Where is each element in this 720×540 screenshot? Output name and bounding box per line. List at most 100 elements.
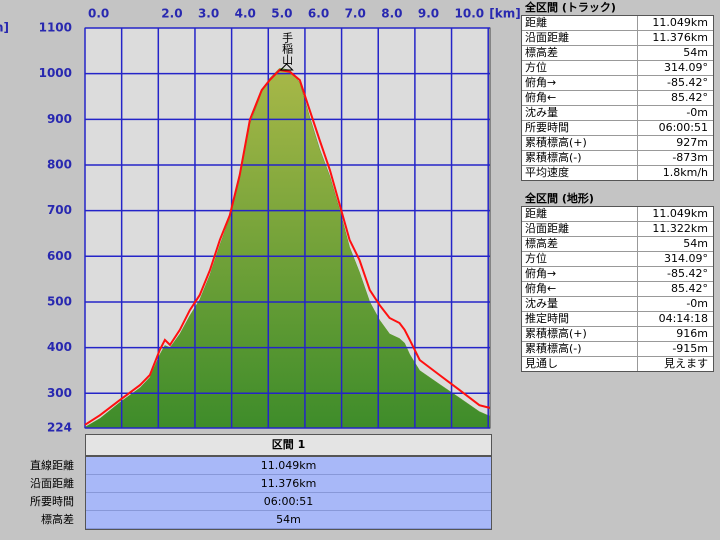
section-title: 区間 1 [85,434,492,456]
section-label: 沿面距離 [30,477,74,490]
table-row: 沿面距離 11.322km [522,222,713,237]
table-row: 推定時間 04:14:18 [522,312,713,327]
row-label: 累積標高(+) [522,136,638,150]
row-label: 方位 [522,252,638,266]
row-label: 俯角→ [522,267,638,281]
row-label: 距離 [522,16,638,30]
terrain-table: 距離 11.049km 沿面距離 11.322km 標高差 54m 方位 314.09° 俯角→… [521,206,714,372]
y-tick-label: 224 [47,421,72,435]
row-label: 累積標高(+) [522,327,638,341]
row-label: 方位 [522,61,638,75]
section-value: 54m [86,511,491,529]
y-unit: [m] [0,21,9,35]
row-label: 沈み量 [522,106,638,120]
row-value: -915m [672,342,708,355]
section-label: 所要時間 [30,495,74,508]
y-tick-label: 300 [47,386,72,400]
row-label: 見通し [522,357,638,371]
row-value: -0m [686,297,708,310]
table-row: 沿面距離 11.376km [522,31,713,46]
y-tick-label: 1000 [39,66,72,80]
row-value: 916m [676,327,708,340]
row-value: 11.376km [652,31,708,44]
x-tick-label: 4.0 [235,7,256,21]
row-value: 11.322km [652,222,708,235]
x-tick-label: 9.0 [418,7,439,21]
section-value: 06:00:51 [86,493,491,511]
table-row: 沈み量 -0m [522,106,713,121]
row-value: -85.42° [667,76,708,89]
row-value: 1.8km/h [662,166,708,179]
row-label: 距離 [522,207,638,221]
x-tick-label: 6.0 [308,7,329,21]
panel-title: 全区間 (地形) [521,191,714,206]
row-value: 314.09° [664,61,708,74]
table-row: 標高差 54m [522,46,713,61]
table-row: 累積標高(+) 916m [522,327,713,342]
y-tick-label: 400 [47,340,72,354]
row-value: -85.42° [667,267,708,280]
table-row: 見通し 見えます [522,357,713,371]
panel-title: 全区間 (トラック) [521,0,714,15]
table-row: 俯角→ -85.42° [522,267,713,282]
x-tick-label: 10.0 [455,7,485,21]
row-label: 俯角← [522,91,638,105]
row-value: 54m [683,46,708,59]
table-row: 俯角→ -85.42° [522,76,713,91]
section-values: 11.049km 11.376km 06:00:51 54m [85,456,492,530]
row-label: 俯角→ [522,76,638,90]
row-value: 11.049km [652,207,708,220]
x-tick-label: 3.0 [198,7,219,21]
track-table: 距離 11.049km 沿面距離 11.376km 標高差 54m 方位 314.09° 俯角→… [521,15,714,181]
y-tick-label: 800 [47,157,72,171]
y-tick-label: 600 [47,249,72,263]
row-value: 06:00:51 [658,121,708,134]
table-row: 俯角← 85.42° [522,282,713,297]
row-value: 11.049km [652,16,708,29]
x-tick-label: 8.0 [381,7,402,21]
x-tick-label: 5.0 [271,7,292,21]
x-tick-label: 2.0 [161,7,182,21]
section-value: 11.376km [86,475,491,493]
row-label: 所要時間 [522,121,638,135]
track-line [84,68,490,426]
x-tick-label: 7.0 [345,7,366,21]
table-row: 俯角← 85.42° [522,91,713,106]
x-tick-label: 0.0 [88,7,109,21]
table-row: 距離 11.049km [522,207,713,222]
row-value: -0m [686,106,708,119]
table-row: 累積標高(-) -873m [522,151,713,166]
terrain-panel: 全区間 (地形) 距離 11.049km 沿面距離 11.322km 標高差 54m 方位 3… [521,191,714,372]
peak-label: 手稲山 [281,31,294,65]
y-tick-label: 700 [47,203,72,217]
row-label: 沈み量 [522,297,638,311]
row-label: 累積標高(-) [522,342,638,356]
section-label: 標高差 [41,513,74,526]
section-label: 直線距離 [30,459,74,472]
row-value: 927m [676,136,708,149]
track-panel: 全区間 (トラック) 距離 11.049km 沿面距離 11.376km 標高差 54m 方… [521,0,714,181]
row-label: 沿面距離 [522,31,638,45]
table-row: 累積標高(-) -915m [522,342,713,357]
row-value: 04:14:18 [658,312,708,325]
table-row: 累積標高(+) 927m [522,136,713,151]
table-row: 所要時間 06:00:51 [522,121,713,136]
table-row: 距離 11.049km [522,16,713,31]
row-label: 俯角← [522,282,638,296]
table-row: 方位 314.09° [522,61,713,76]
row-value: 見えます [664,357,708,370]
table-row: 標高差 54m [522,237,713,252]
y-tick-label: 900 [47,112,72,126]
row-label: 累積標高(-) [522,151,638,165]
row-value: 85.42° [671,91,708,104]
y-tick-label: 500 [47,294,72,308]
table-row: 沈み量 -0m [522,297,713,312]
row-label: 推定時間 [522,312,638,326]
row-value: 85.42° [671,282,708,295]
table-row: 方位 314.09° [522,252,713,267]
x-unit: [km] [489,7,520,21]
table-row: 平均速度 1.8km/h [522,166,713,180]
row-label: 沿面距離 [522,222,638,236]
chart: [km] [m] 0.0 2.0 3.0 4.0 5.0 6.0 7.0 8.0 9.0 10.0… [0,7,520,435]
